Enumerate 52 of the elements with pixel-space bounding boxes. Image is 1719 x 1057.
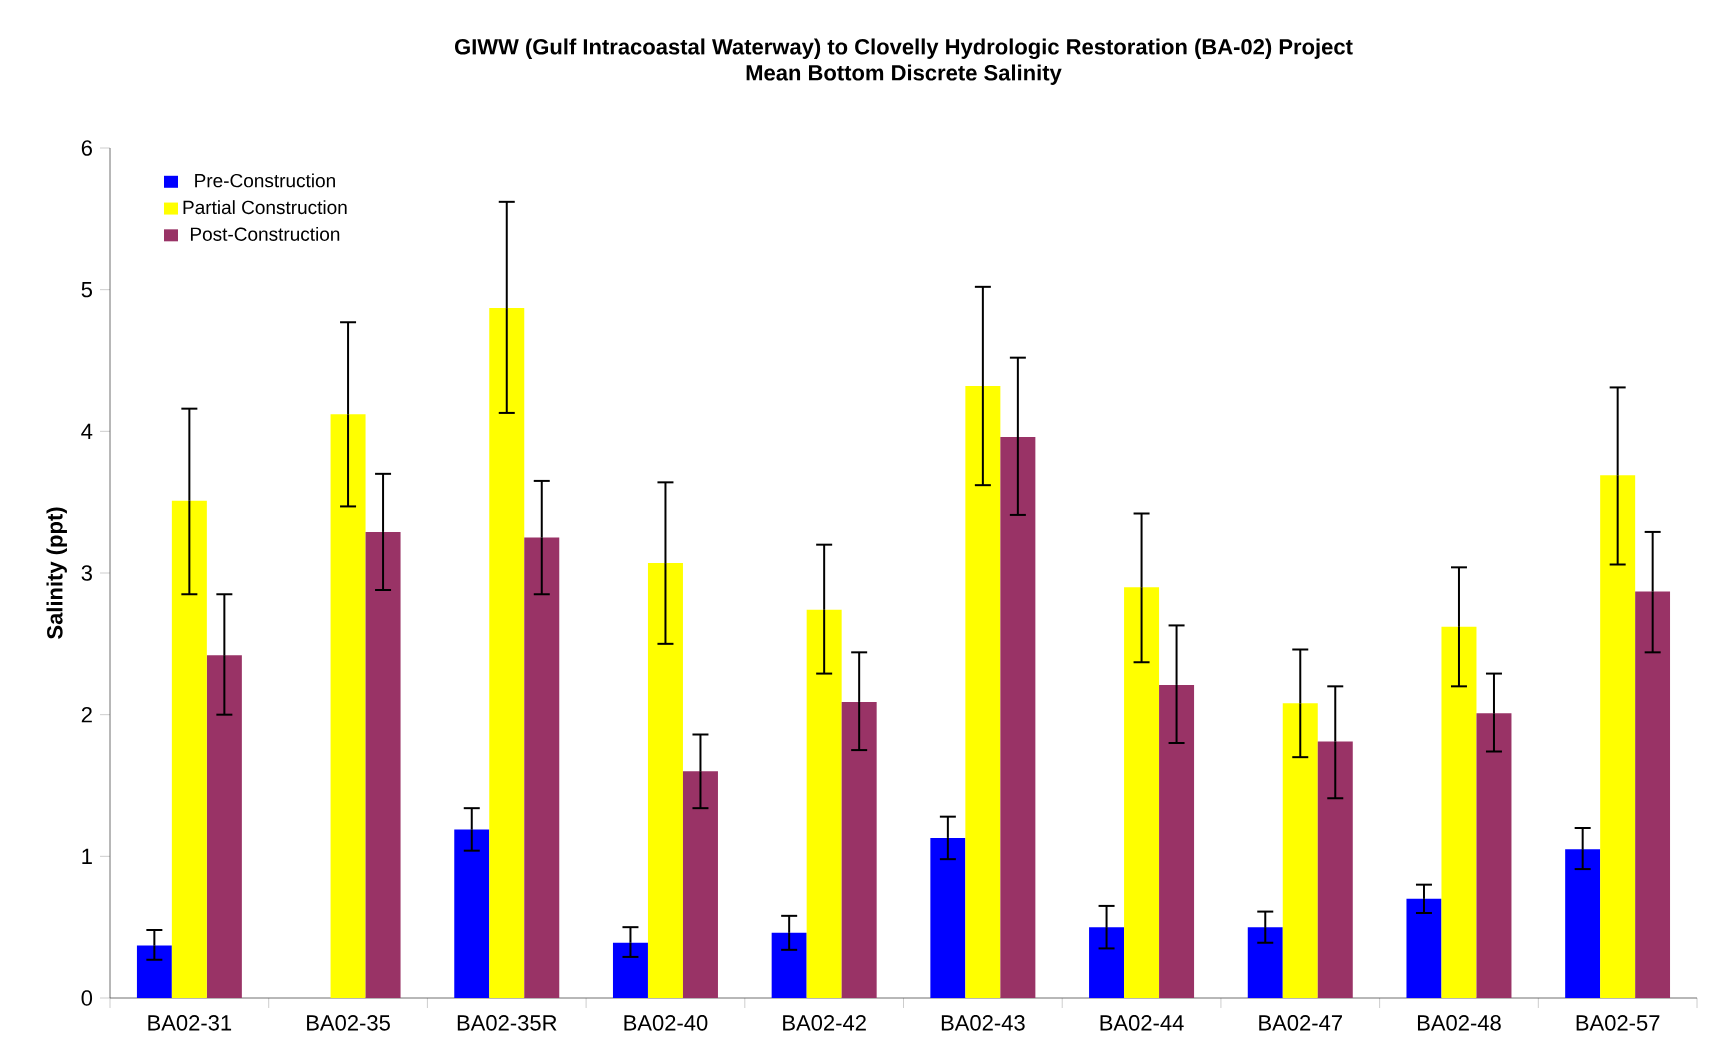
- x-tick-label: BA02-43: [941, 1015, 1025, 1031]
- y-tick-label: 4: [81, 423, 93, 439]
- bar: [454, 829, 490, 998]
- legend-label: Pre-Construction: [195, 173, 335, 188]
- legend-label: Partial Construction: [183, 200, 347, 215]
- bar: [330, 414, 366, 998]
- bar: [206, 655, 242, 998]
- x-tick-label: BA02-47: [1259, 1015, 1342, 1031]
- y-tick-label: 3: [81, 565, 92, 581]
- bar: [1089, 927, 1125, 998]
- y-tick-label: 0: [81, 990, 93, 1006]
- y-axis-title: Salinity (ppt): [46, 507, 67, 639]
- bar: [136, 945, 172, 998]
- bar: [612, 942, 648, 998]
- y-tick-label: 2: [81, 707, 92, 723]
- bar: [171, 500, 207, 998]
- bar: [524, 537, 560, 998]
- bar: [1247, 927, 1283, 998]
- bar: [965, 386, 1001, 998]
- y-tick-label: 6: [81, 140, 92, 156]
- x-tick-label: BA02-31: [148, 1015, 232, 1031]
- bar: [1476, 713, 1512, 998]
- y-tick-label: 1: [82, 848, 92, 864]
- bar: [771, 932, 807, 998]
- bar: [1317, 741, 1353, 998]
- x-tick-label: BA02-44: [1100, 1015, 1184, 1031]
- bar: [1635, 591, 1671, 998]
- bar: [1124, 587, 1160, 998]
- x-tick-label: BA02-40: [624, 1015, 708, 1031]
- x-tick-label: BA02-48: [1417, 1015, 1501, 1031]
- chart-title: GIWW (Gulf Intracoastal Waterway) to Clovelly Hydrologic Restoration (BA-02) Project: [454, 38, 1353, 60]
- bar: [647, 563, 683, 998]
- bar: [1282, 703, 1318, 998]
- bar: [1159, 684, 1195, 998]
- bar: [930, 837, 966, 998]
- chart-subtitle: Mean Bottom Discrete Salinity: [746, 64, 1062, 85]
- bar: [1441, 626, 1477, 998]
- bar: [806, 609, 842, 998]
- bar: [1565, 849, 1601, 998]
- x-tick-label: BA02-57: [1576, 1015, 1660, 1031]
- bar: [365, 531, 401, 998]
- x-tick-label: BA02-42: [783, 1015, 866, 1031]
- bar: [1406, 898, 1442, 998]
- bar: [489, 308, 525, 998]
- x-tick-label: BA02-35: [307, 1015, 390, 1031]
- y-tick-label: 5: [81, 282, 92, 298]
- x-tick-label: BA02-35R: [457, 1015, 557, 1031]
- bar: [1600, 475, 1636, 998]
- legend-label: Post-Construction: [190, 226, 340, 241]
- bar: [1000, 437, 1036, 998]
- bar: [682, 771, 718, 998]
- bar: [841, 701, 877, 998]
